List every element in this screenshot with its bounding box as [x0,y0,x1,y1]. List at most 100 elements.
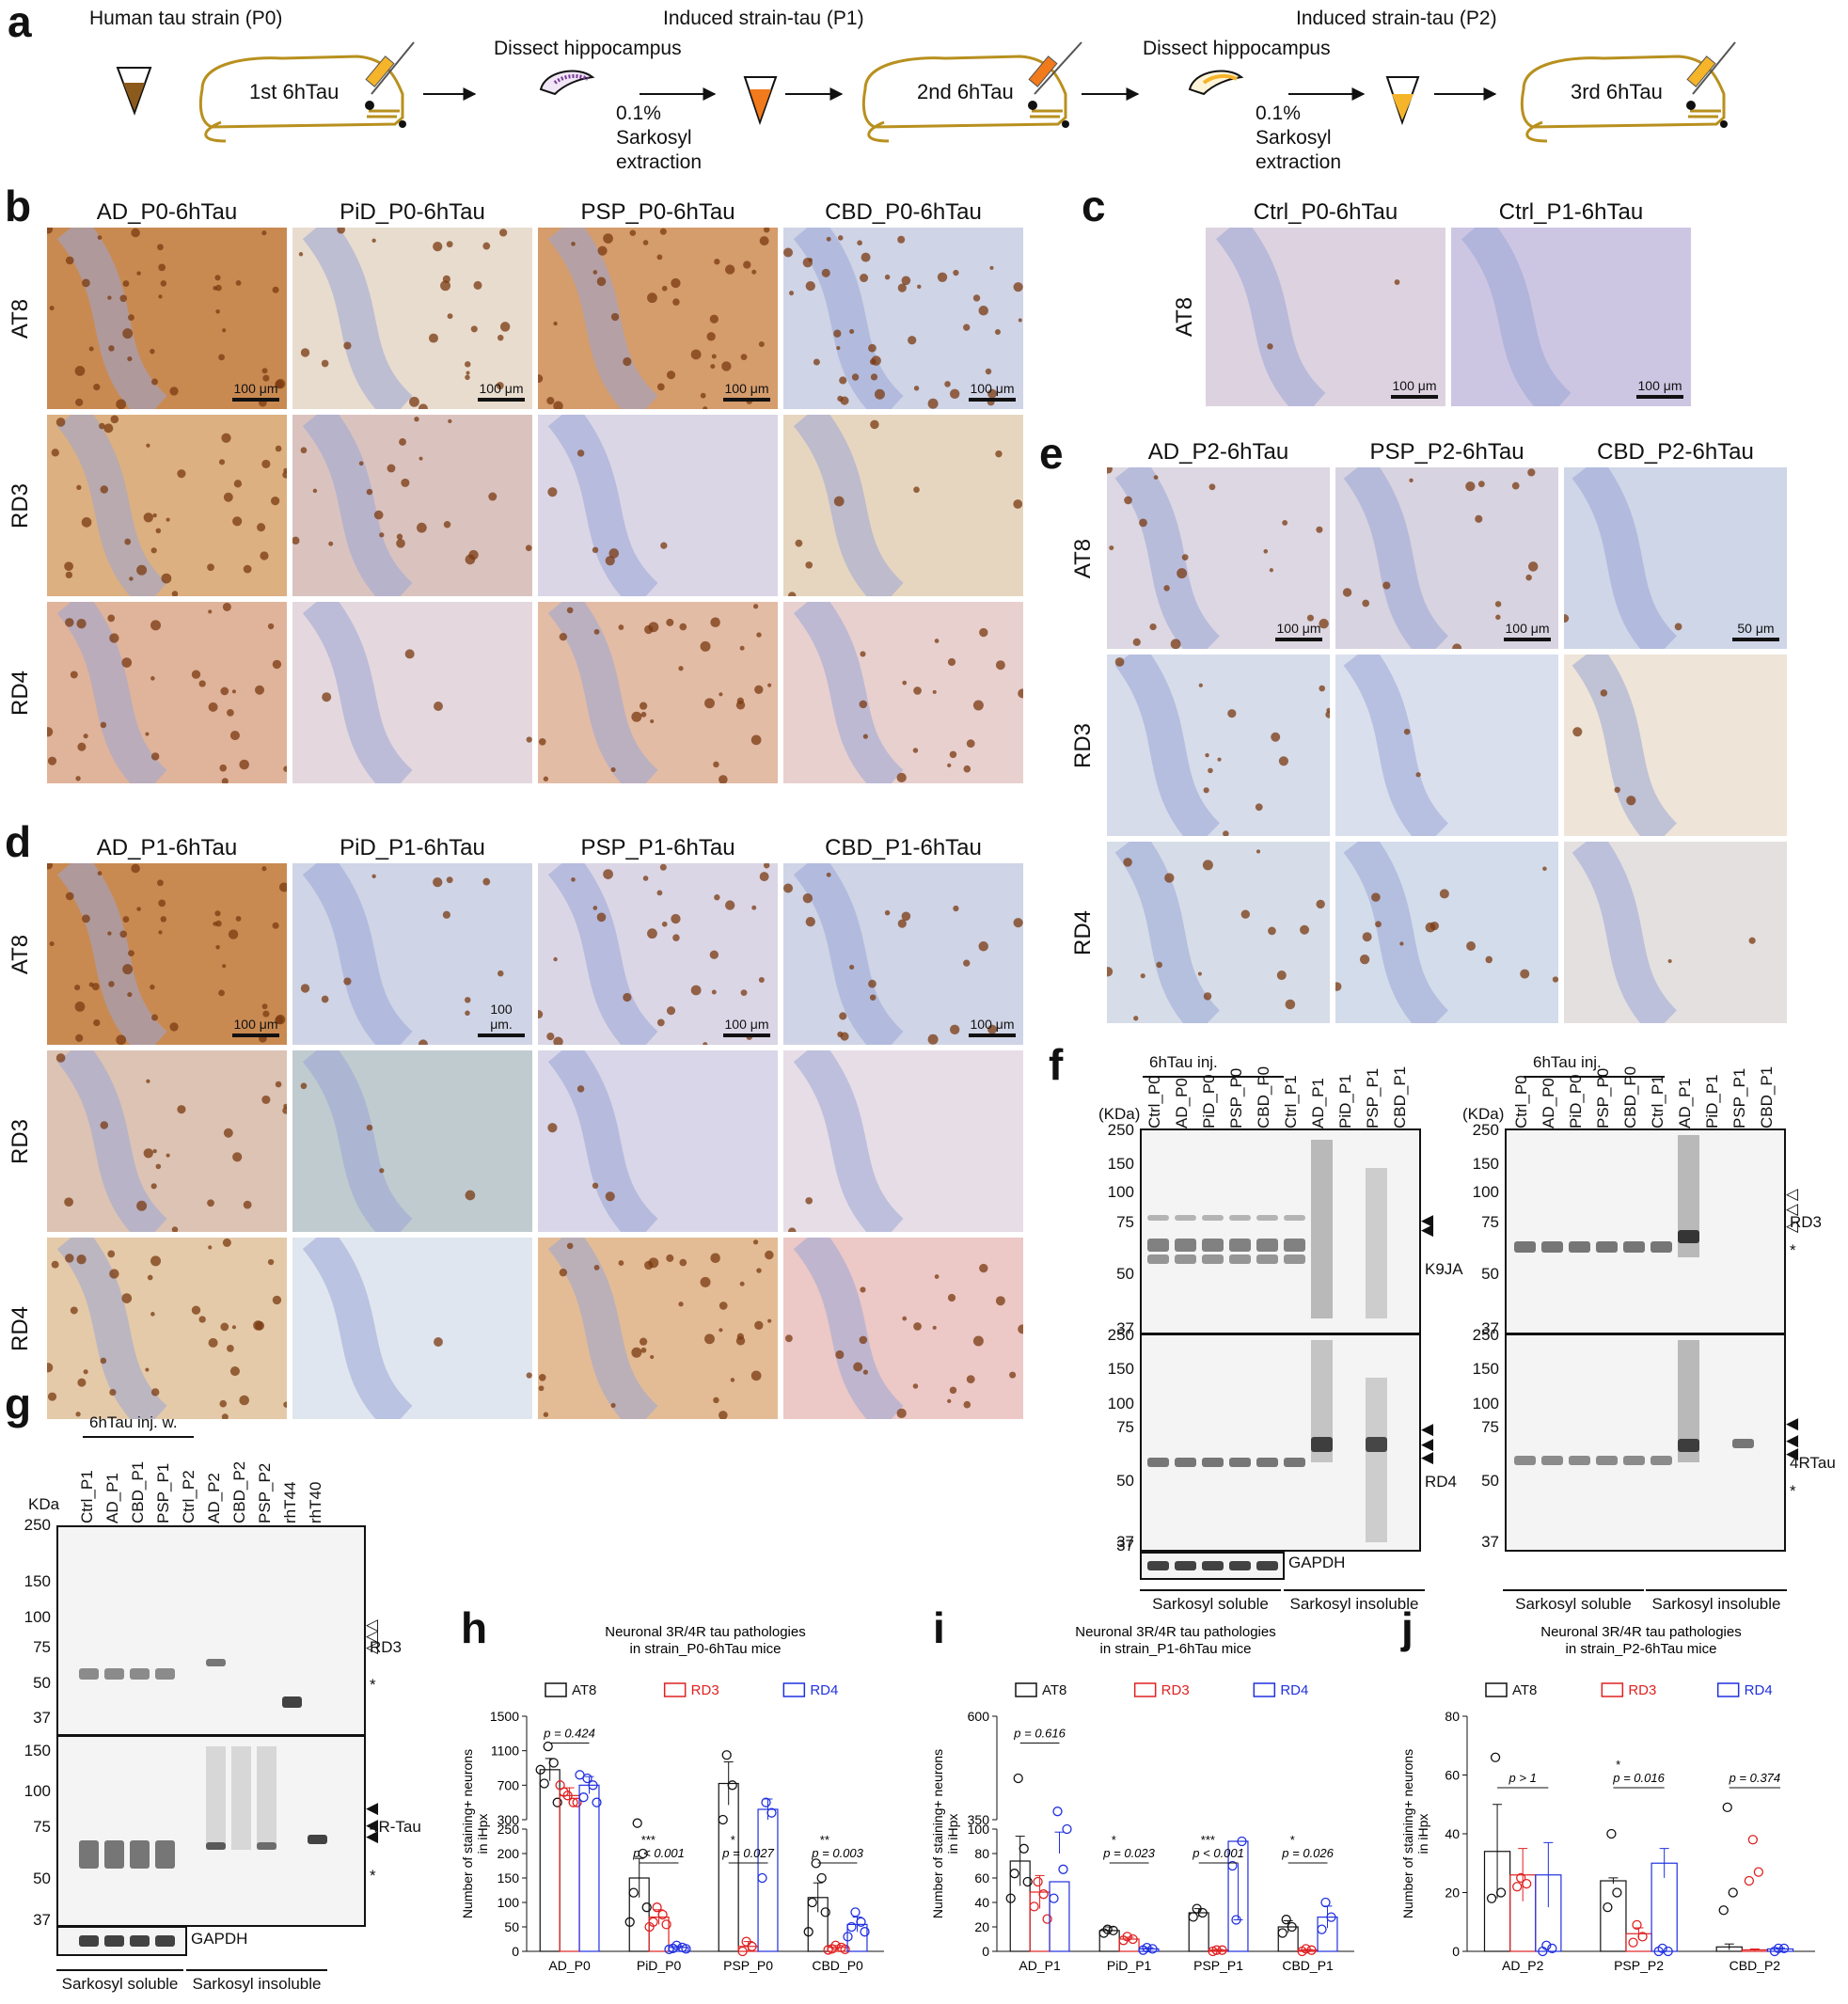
data-point [1722,1802,1732,1813]
mw-marker: 150 [1107,1360,1134,1378]
scale-bar-label: 100 μm [724,1017,769,1032]
data-point [1606,1828,1617,1839]
data-point [1009,1869,1019,1879]
panel_e-micrograph [1335,842,1558,1023]
panel_e-micrograph [1335,655,1558,836]
mw-marker: 250 [1107,1121,1134,1139]
panel-label-h: h [461,1603,488,1652]
data-point [721,1750,732,1760]
significance-stars: * [1112,1833,1116,1847]
bar [1049,1881,1070,1952]
panel_e-micrograph: 100 μm [1107,467,1330,649]
data-point [657,1909,668,1920]
legend-label: RD3 [691,1682,719,1698]
panel_d-micrograph [538,1238,778,1419]
panel_c-micrograph: 100 μm [1451,228,1691,406]
tissue-texture [1114,655,1330,836]
lane-label: CBD_P1 [1391,1065,1409,1128]
tissue-texture [788,415,1023,596]
panel-label-a: a [8,0,32,46]
syringe-3-icon [1686,41,1736,95]
mw-marker: 75 [1116,1213,1134,1231]
y-tick-label: 50 [504,1919,519,1934]
scale-bar: 100 μm [478,381,525,402]
panel_b-row-label: AT8 [8,298,33,339]
scale-bar: 100 μm [969,1017,1016,1037]
filled-arrowhead-icon: ◀ [1421,1420,1434,1438]
filled-arrowhead-icon: ◀ [366,1827,379,1845]
fraction-bracket [186,1969,327,1971]
panel_b-micrograph [292,602,532,783]
scale-bar: 100 μm. [478,1002,525,1037]
x-tick-label: CBD_P0 [812,1958,863,1973]
lane-label: AD_P2 [205,1473,223,1523]
legend-label: RD4 [1280,1682,1308,1698]
blot-f-left-top [1140,1128,1421,1334]
mouse-1-eye [365,101,374,110]
dissect-label-1: Dissect hippocampus [494,38,682,59]
panel_d-col-title: PSP_P1-6hTau [580,835,735,860]
chart-title: Neuronal 3R/4R tau pathologies [1540,1624,1741,1640]
data-point [1188,1912,1198,1922]
hippocampus-1-icon [539,70,595,96]
panel_b-micrograph [783,602,1023,783]
scale-bar-label: 100 μm [970,381,1015,396]
filled-arrowhead-icon: ◀ [366,1799,379,1817]
legend-swatch [1716,1682,1740,1697]
scale-bar: 100 μm [723,1017,770,1037]
data-point [1098,1928,1109,1938]
mouse-3-label: 3rd 6hTau [1571,80,1663,103]
data-point [850,1907,861,1917]
data-point [827,1944,837,1954]
chart-title: in strain_P2-6hTau mice [1566,1641,1717,1657]
blot-g-top [56,1525,366,1736]
scale-bar-line [969,1034,1016,1037]
legend-label: RD3 [1161,1682,1190,1698]
filled-arrowhead-icon: ◀ [1786,1444,1799,1462]
mw-marker: 250 [24,1516,51,1534]
scale-bar-line [1636,395,1683,399]
data-point [644,1921,655,1933]
data-point [1547,1943,1557,1954]
scale-bar-label: 100 μm [1505,621,1550,636]
data-point [1728,1887,1738,1898]
mw-marker: 150 [1472,1155,1499,1173]
tissue-texture [783,863,1023,1045]
data-point [1062,1823,1072,1835]
antibody-label: RD3 [370,1638,403,1656]
data-point [1522,1878,1532,1889]
lane-label: AD_P1 [1676,1078,1694,1128]
injection-header: 6hTau inj. w. [89,1413,178,1431]
lane-label: PSP_P1 [154,1462,172,1523]
legend-swatch [1015,1682,1037,1697]
panel_e-micrograph [1107,842,1330,1023]
mw-marker: 37 [1116,1319,1134,1337]
data-point [820,1907,830,1917]
y-tick-label: 1100 [491,1744,519,1759]
data-point [1320,1897,1331,1908]
fraction-bracket [1503,1589,1644,1591]
data-point [1778,1943,1790,1954]
legend-swatch [782,1682,806,1697]
mw-marker: 75 [1481,1213,1499,1231]
tissue-texture [300,1050,476,1232]
tissue-texture [300,863,504,1045]
tissue-texture [302,602,532,783]
data-point [823,1945,833,1955]
data-point [681,1944,691,1954]
asterisk: * [1790,1241,1796,1259]
tissue-texture [1572,655,1678,836]
data-point [1663,1946,1673,1957]
panel_d-row-label: AT8 [8,934,33,974]
y-tick-label: 0 [512,1944,519,1959]
data-point [1317,1924,1327,1934]
p-value: p = 0.027 [721,1846,774,1860]
p-value: p < 0.001 [1192,1846,1244,1860]
bar [718,1782,739,1952]
p-value: p = 0.026 [1281,1846,1334,1860]
tissue-texture [547,1050,659,1232]
panel_b-col-title: PiD_P0-6hTau [340,199,485,225]
data-point [552,1797,562,1807]
data-point [1495,1887,1507,1898]
